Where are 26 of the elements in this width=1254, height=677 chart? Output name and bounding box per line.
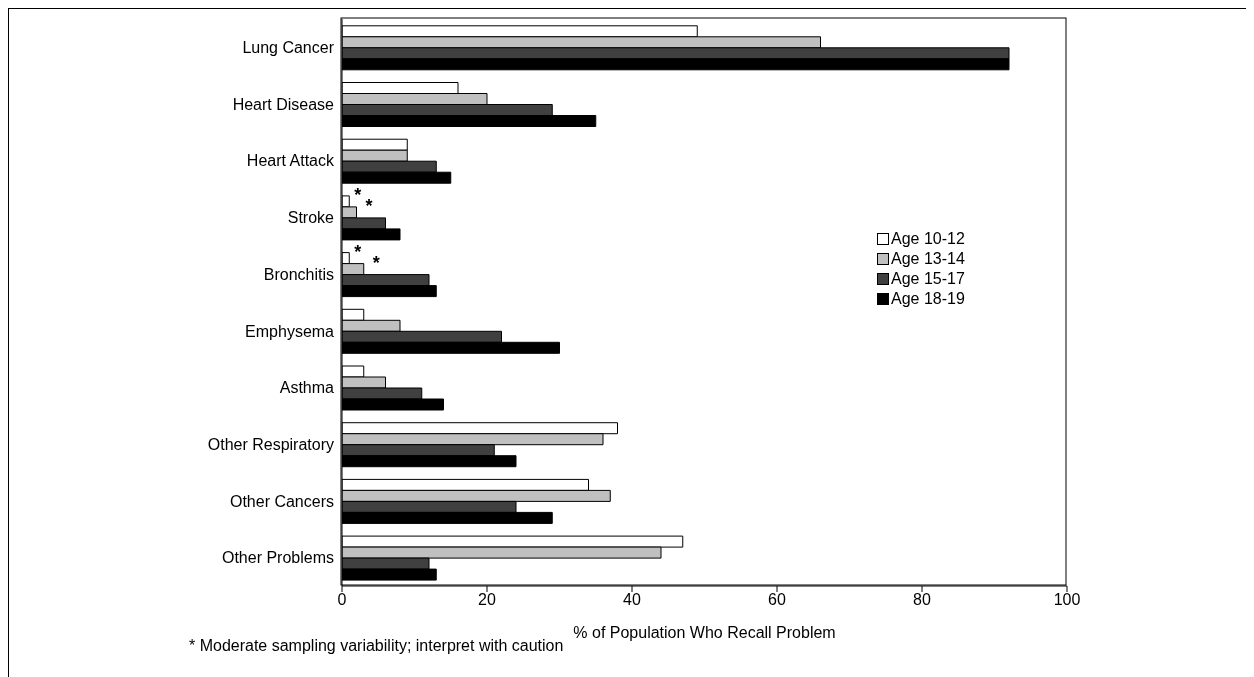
x-tick-label: 80 xyxy=(913,591,931,609)
annotation: * xyxy=(354,185,362,206)
x-tick-label: 20 xyxy=(478,591,496,609)
x-tick-label: 0 xyxy=(337,591,347,609)
x-tick-label: 100 xyxy=(1053,591,1081,609)
x-tick-label: 40 xyxy=(623,591,641,609)
annotation: * xyxy=(365,196,373,217)
annotation: * xyxy=(354,241,362,262)
x-tick-label: 60 xyxy=(768,591,786,609)
text: * Moderate sampling variability; interpret with caution xyxy=(189,637,564,655)
y-tick-label: Other Respiratory xyxy=(207,435,334,453)
y-tick-label: Bronchitis xyxy=(263,265,334,283)
y-tick-label: Stroke xyxy=(287,209,335,227)
y-tick-label: Emphysema xyxy=(245,322,335,340)
legend-label: Age 10-12 xyxy=(891,229,965,249)
y-tick-label: Asthma xyxy=(279,379,335,397)
legend-label: Age 15-17 xyxy=(891,269,965,289)
y-tick-label: Lung Cancer xyxy=(242,39,335,57)
legend-label: Age 18-19 xyxy=(891,289,965,309)
y-tick-label: Other Cancers xyxy=(229,492,334,510)
y-tick-label: Heart Disease xyxy=(232,95,335,113)
x-axis-title: % of Population Who Recall Problem xyxy=(573,624,836,641)
y-tick-label: Heart Attack xyxy=(246,152,335,170)
y-tick-label: Other Problems xyxy=(221,549,334,567)
annotation: * xyxy=(372,252,380,273)
legend-label: Age 13-14 xyxy=(891,249,965,269)
